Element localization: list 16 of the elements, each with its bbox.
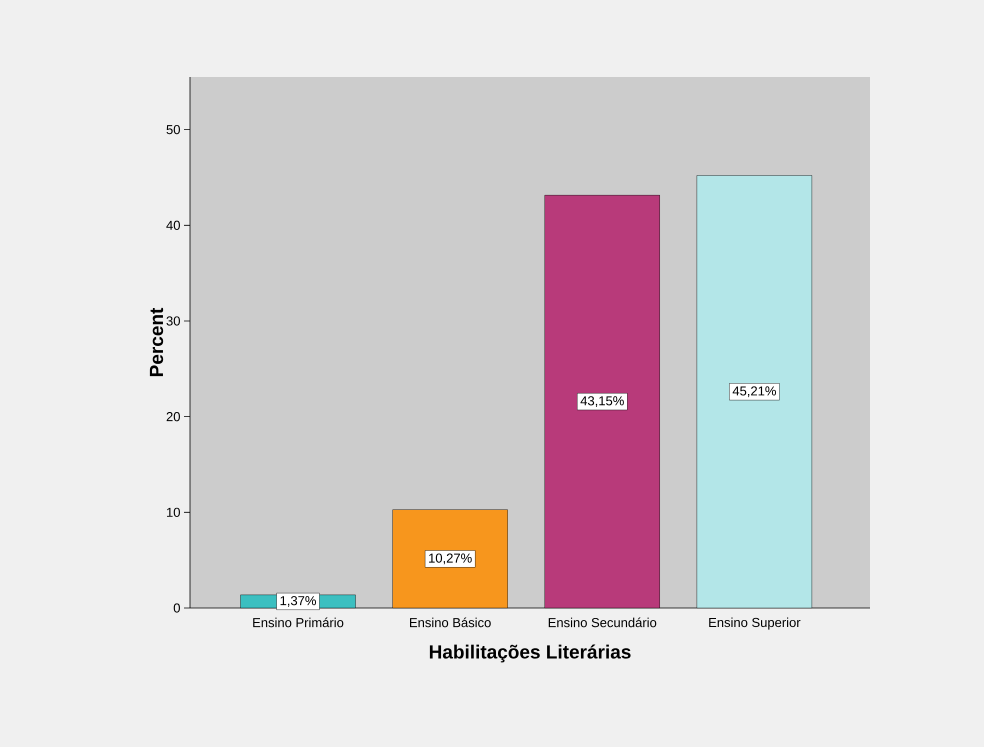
y-tick-label: 20 — [166, 412, 180, 422]
data-label: 1,37% — [280, 596, 316, 607]
y-tick-label: 40 — [166, 220, 180, 230]
y-tick-label: 10 — [167, 508, 180, 517]
x-axis-title: Habilitações Literárias — [430, 644, 631, 662]
y-axis-title: Percent — [150, 308, 164, 376]
y-tick-label: 50 — [166, 125, 180, 134]
data-label: 43,15% — [580, 396, 624, 407]
x-tick-label: Ensino Primário — [253, 618, 344, 628]
x-tick-label: Ensino Básico — [410, 618, 491, 628]
data-label: 10,27% — [429, 553, 472, 564]
x-tick-label: Ensino Secundário — [548, 618, 656, 628]
y-tick-label: 30 — [166, 316, 180, 326]
y-tick-label: 0 — [174, 603, 180, 613]
data-label: 45,21% — [732, 386, 776, 398]
x-tick-label: Ensino Superior — [709, 618, 800, 630]
